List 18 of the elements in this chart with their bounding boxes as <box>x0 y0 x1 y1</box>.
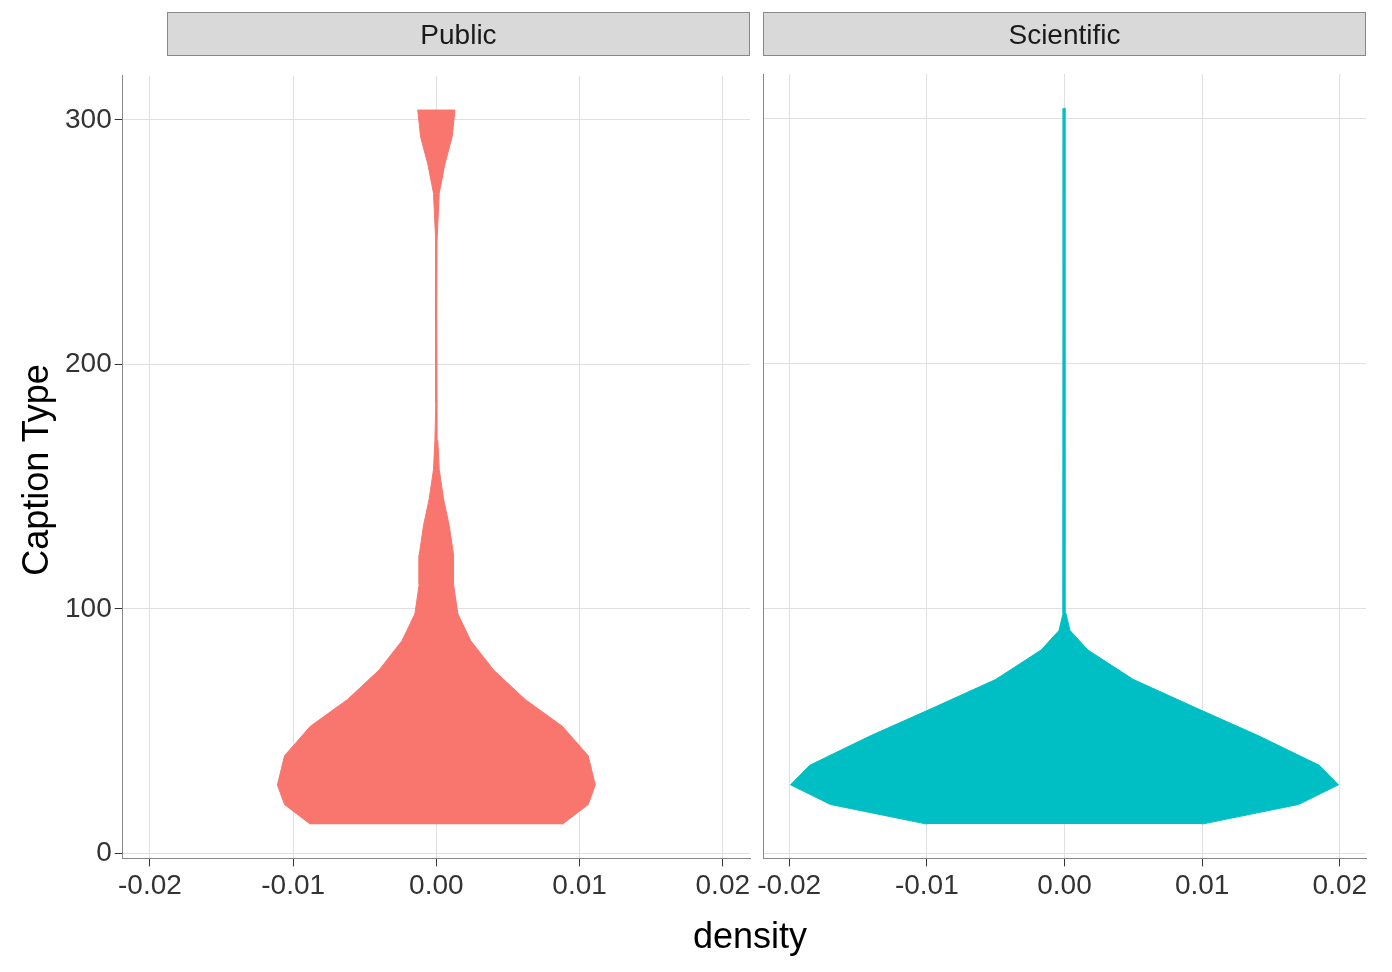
x-tick-label: -0.02 <box>118 868 182 900</box>
x-tick-label: 0.02 <box>695 868 751 900</box>
x-tick-label: 0.02 <box>1312 868 1368 900</box>
y-tick-label: 200 <box>65 347 112 379</box>
y-axis-title: Caption Type <box>15 364 57 576</box>
x-tick-label: -0.02 <box>757 868 822 900</box>
chart-title: Public <box>167 12 750 56</box>
chart-title: Scientific <box>763 12 1366 56</box>
x-tick-label: 0.00 <box>1037 868 1092 900</box>
x-tick-label: 0.00 <box>409 868 464 900</box>
x-tick-label: -0.01 <box>894 868 959 900</box>
x-tick-label: 0.01 <box>552 868 607 900</box>
y-tick-label: 300 <box>65 102 112 134</box>
x-tick-label: -0.01 <box>261 868 326 900</box>
x-axis-title: density <box>692 915 808 957</box>
y-tick-label: 0 <box>96 836 112 868</box>
y-tick-label: 100 <box>65 591 112 623</box>
x-tick-label: 0.01 <box>1174 868 1230 900</box>
